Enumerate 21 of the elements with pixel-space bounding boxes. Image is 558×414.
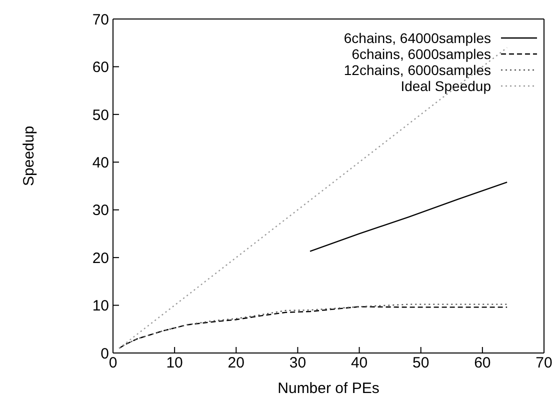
y-tick-label: 40 bbox=[92, 154, 109, 172]
legend-label: 12chains, 6000samples bbox=[344, 62, 491, 78]
x-tick-label: 60 bbox=[474, 354, 491, 372]
x-tick-label: 30 bbox=[289, 354, 306, 372]
x-tick-label: 40 bbox=[350, 354, 368, 372]
y-tick-label: 20 bbox=[92, 250, 109, 267]
line-series bbox=[309, 182, 508, 252]
x-tick-label: 20 bbox=[228, 354, 244, 372]
y-tick-label: 60 bbox=[92, 59, 109, 76]
x-tick-label: 10 bbox=[166, 354, 183, 372]
y-tick-label: 50 bbox=[92, 106, 109, 124]
y-axis-title: Speedup bbox=[20, 126, 38, 186]
legend-label: 6chains, 64000samples bbox=[344, 30, 491, 46]
x-tick-label: 70 bbox=[536, 354, 552, 372]
legend-label: Ideal Speedup bbox=[400, 78, 491, 94]
legend-label: 6chains, 6000samples bbox=[352, 46, 491, 62]
y-tick-label: 10 bbox=[92, 298, 109, 315]
y-tick-label: 30 bbox=[92, 202, 109, 220]
y-tick-label: 70 bbox=[92, 11, 109, 28]
x-tick-label: 50 bbox=[412, 354, 430, 372]
x-axis-title: Number of PEs bbox=[278, 380, 380, 397]
